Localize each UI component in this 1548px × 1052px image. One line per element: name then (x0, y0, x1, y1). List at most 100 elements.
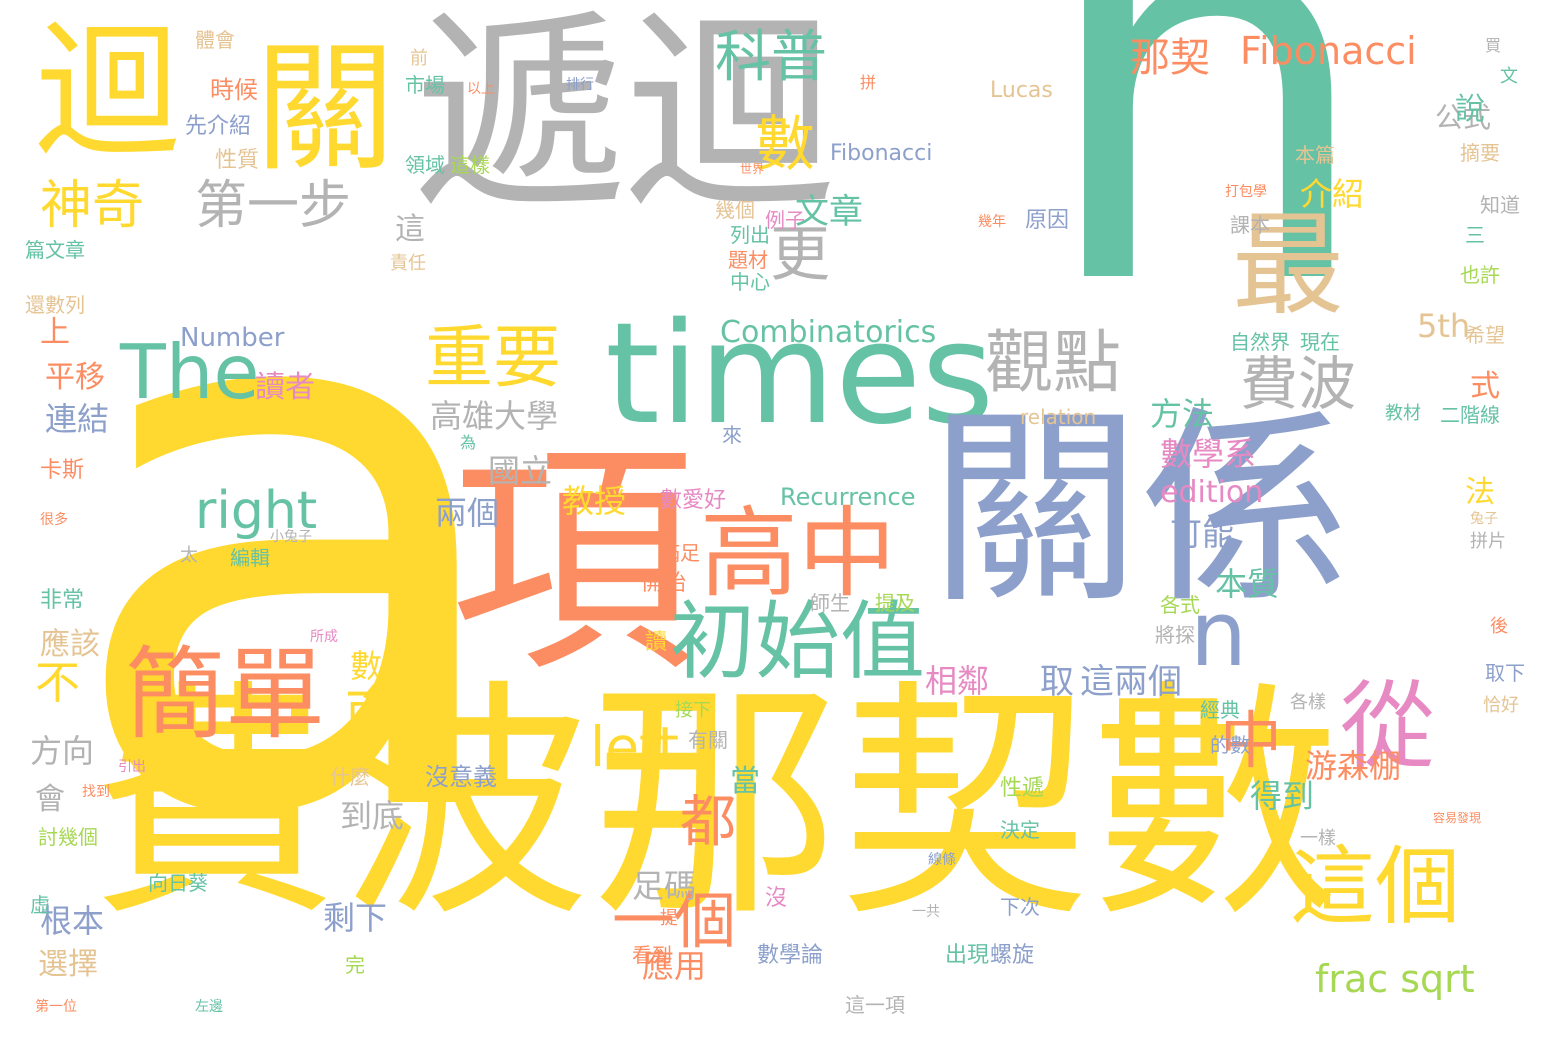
cloud-word: 小兔子 (270, 529, 312, 545)
cloud-word: 到底 (340, 797, 405, 835)
cloud-word: a (60, 98, 526, 982)
cloud-word: 會 (35, 782, 65, 817)
cloud-word: 非常 (40, 588, 85, 613)
cloud-word: 教授 (562, 482, 627, 520)
cloud-word: frac sqrt (1315, 957, 1475, 1001)
cloud-word: 這 (395, 212, 425, 247)
cloud-word: Fibonacci (1240, 29, 1417, 73)
cloud-word: 市場 (405, 73, 445, 97)
cloud-word: 現在 (1300, 330, 1340, 354)
cloud-word: 引出 (118, 759, 146, 775)
cloud-word: 應用 (642, 947, 707, 985)
cloud-word: 為 (460, 433, 477, 452)
cloud-word: 高中 (700, 497, 897, 611)
cloud-word: 討幾個 (38, 825, 98, 849)
cloud-word: 例子 (765, 208, 805, 232)
cloud-word: 初始值 (670, 593, 926, 692)
cloud-word: 太 (180, 545, 198, 566)
cloud-word: 本篇 (1295, 143, 1335, 167)
cloud-word: 這個 (1290, 838, 1461, 937)
cloud-word: 希望 (1465, 323, 1505, 347)
cloud-word: 提及 (875, 591, 915, 615)
cloud-word: 一共 (912, 904, 940, 920)
cloud-word: Combinatorics (720, 315, 937, 350)
cloud-word: 沒意義 (425, 763, 497, 791)
cloud-word: 重要 (425, 319, 562, 398)
cloud-word: 數學論 (757, 943, 824, 968)
cloud-word: 項 (450, 420, 695, 705)
cloud-word: 什麼 (330, 765, 370, 789)
cloud-word: Number (180, 323, 285, 353)
cloud-word: 來 (722, 423, 742, 447)
cloud-word: 出現 (945, 943, 990, 968)
cloud-word: 應該 (40, 627, 100, 662)
cloud-word: 關係 (930, 387, 1351, 632)
cloud-word: 本質 (1215, 565, 1280, 603)
cloud-word: 線條 (928, 852, 956, 868)
cloud-word: 兩個 (435, 494, 500, 532)
cloud-word: 以上 (467, 81, 495, 97)
cloud-word: 兩項 (345, 686, 450, 746)
cloud-word: 經典 (1200, 698, 1240, 722)
cloud-word: 根本 (40, 902, 105, 940)
cloud-word: 編輯 (230, 546, 270, 570)
cloud-word: 二階線 (1440, 403, 1500, 427)
cloud-word: 性遞 (1000, 776, 1045, 801)
cloud-word: 中 (1220, 704, 1283, 777)
cloud-word: relation (1020, 405, 1097, 429)
cloud-word: 關 (255, 28, 396, 191)
cloud-word: 螺旋 (990, 943, 1035, 968)
cloud-word: 向日葵 (148, 871, 208, 895)
cloud-word: 打包學 (1225, 184, 1267, 200)
cloud-word: 不 (35, 656, 81, 709)
cloud-word: 第一步 (195, 176, 352, 236)
cloud-word: 幾個 (715, 198, 755, 222)
cloud-word: 師生 (810, 591, 850, 615)
cloud-word: 公式 (1435, 101, 1492, 134)
cloud-word: 將探 (1155, 623, 1195, 647)
cloud-word: 買 (1485, 36, 1502, 55)
cloud-word: 題材 (728, 248, 768, 272)
cloud-word: 開始 (642, 571, 687, 596)
cloud-word: 這一項 (845, 993, 905, 1017)
cloud-word: 上 (40, 315, 70, 350)
cloud-word: 連結 (45, 400, 110, 438)
cloud-word: 三 (1465, 223, 1485, 247)
cloud-word: 迴 (35, 8, 180, 177)
cloud-word: 拼片 (1470, 531, 1506, 552)
cloud-word: 世界 (740, 162, 765, 176)
cloud-word: 文 (1500, 66, 1518, 87)
cloud-word: 容易發現 (1433, 811, 1482, 825)
cloud-word: 時候 (210, 76, 258, 104)
cloud-word: 數列 (350, 647, 415, 685)
cloud-word: 這兩個 (1080, 662, 1182, 702)
cloud-word: 當 (730, 764, 760, 799)
cloud-word: edition (1160, 475, 1264, 510)
cloud-word: 觀點 (985, 324, 1122, 403)
cloud-word: times (605, 293, 995, 456)
cloud-word: 式 (1470, 369, 1500, 404)
cloud-word: 排行 (566, 77, 594, 93)
cloud-word: 可能 (1170, 515, 1235, 553)
cloud-word: 教材 (1385, 403, 1421, 424)
cloud-word: 列出 (730, 223, 770, 247)
cloud-word: 左邊 (195, 999, 223, 1015)
cloud-word: 兔子 (1470, 511, 1498, 527)
cloud-word: 先介紹 (185, 114, 252, 139)
cloud-word: 說 (1455, 92, 1485, 127)
cloud-word: 取 (1040, 662, 1074, 702)
cloud-word: 恰好 (1483, 695, 1519, 716)
cloud-word: 讀者 (255, 370, 315, 405)
cloud-word: 卡斯 (40, 458, 85, 483)
cloud-word: 神奇 (40, 176, 145, 236)
cloud-word: 費波那契數 (90, 659, 1340, 950)
cloud-word: 讀 (645, 630, 668, 655)
cloud-word: 法 (1465, 475, 1495, 510)
cloud-word: 體會 (195, 28, 235, 52)
cloud-word: 數 (755, 110, 815, 180)
cloud-word: 取下 (1485, 661, 1525, 685)
cloud-word: 剩下 (323, 899, 388, 937)
cloud-word: Fibonacci (830, 141, 933, 166)
cloud-word: 摘要 (1460, 141, 1500, 165)
cloud-word: 接下 (675, 700, 711, 721)
